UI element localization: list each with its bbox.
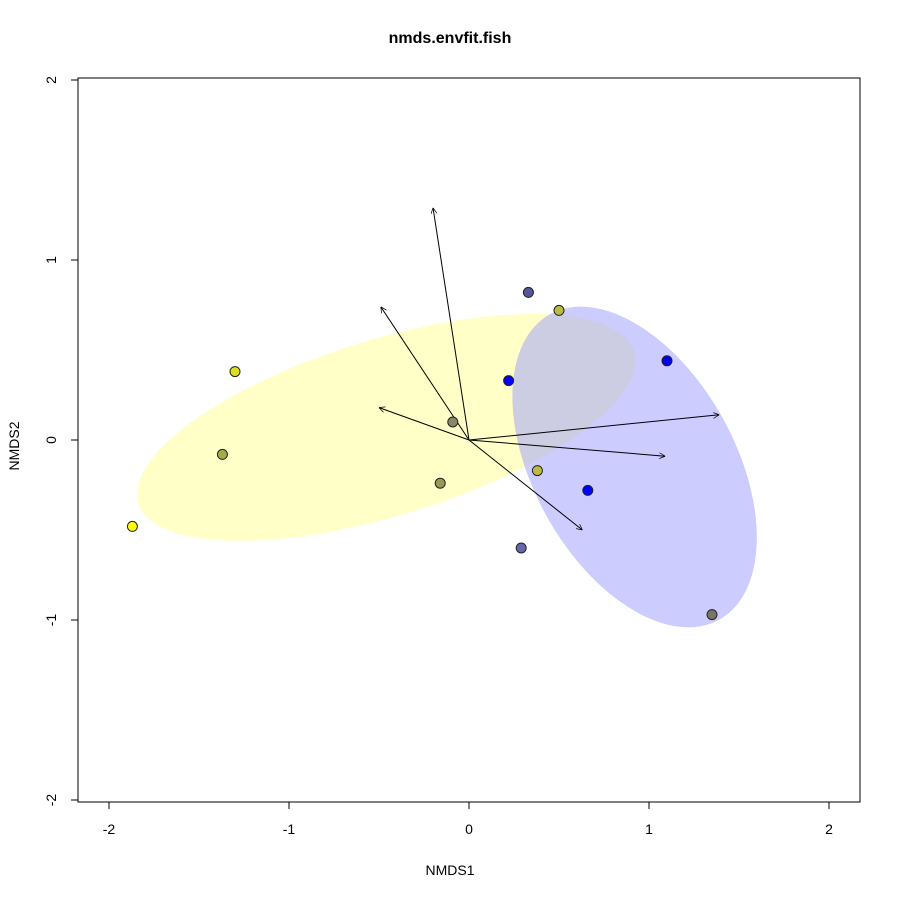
y-tick-label: -1 [43, 614, 59, 627]
site-point-12 [515, 542, 527, 554]
envfit-vector-5 [468, 439, 665, 456]
x-tick-label: 2 [825, 821, 833, 837]
envfit-vector-4 [468, 415, 719, 441]
group-ellipse-2 [512, 306, 757, 628]
envfit-vector-1 [433, 208, 470, 441]
site-point-9 [661, 355, 673, 367]
x-axis-label: NMDS1 [425, 862, 475, 878]
site-point-7 [553, 304, 565, 316]
envfit-vector-6 [468, 439, 582, 530]
site-point-5 [447, 416, 459, 428]
y-tick-label: 0 [43, 436, 59, 444]
site-point-6 [522, 286, 534, 298]
y-tick-label: 1 [43, 256, 59, 264]
site-point-4 [434, 477, 446, 489]
site-point-1 [126, 520, 138, 532]
site-point-3 [216, 448, 228, 460]
site-points [126, 286, 718, 621]
site-point-10 [531, 465, 543, 477]
x-tick-label: 0 [465, 821, 473, 837]
y-axis: -2 -1 0 1 2 [43, 76, 79, 807]
site-point-2 [229, 366, 241, 378]
site-point-13 [706, 609, 718, 621]
site-point-11 [582, 484, 594, 496]
chart-title: nmds.envfit.fish [388, 30, 512, 47]
envfit-vector-3 [379, 408, 470, 441]
x-tick-label: -2 [103, 821, 116, 837]
group-ellipses [136, 306, 757, 628]
y-tick-label: -2 [43, 794, 59, 807]
y-tick-label: 2 [43, 76, 59, 84]
x-axis: -2 -1 0 1 2 [103, 801, 833, 837]
x-tick-label: 1 [645, 821, 653, 837]
y-axis-label: NMDS2 [6, 421, 22, 471]
site-point-8 [503, 375, 515, 387]
x-tick-label: -1 [283, 821, 296, 837]
group-ellipse-1 [136, 314, 636, 541]
